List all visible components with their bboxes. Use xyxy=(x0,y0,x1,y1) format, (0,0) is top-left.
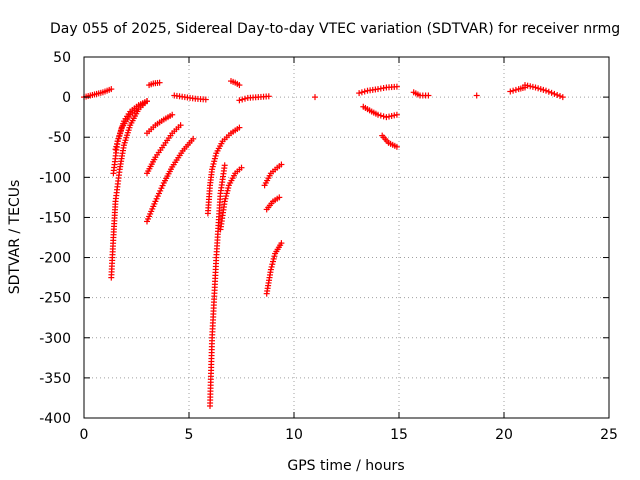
series-arc-t xyxy=(360,103,400,121)
series-arc-e xyxy=(146,79,163,89)
y-axis-label: SDTVAR / TECUs xyxy=(7,180,23,295)
y-tick-label: -350 xyxy=(39,371,71,387)
series-arc-y xyxy=(522,82,566,101)
y-tick-labels: 50 0 -50 -100 -150 -200 -250 -300 -350 -400 xyxy=(39,50,71,427)
series-arc-m xyxy=(228,78,243,89)
series-arc-w xyxy=(473,92,480,99)
series-arc-p xyxy=(263,194,283,213)
x-tick-label: 25 xyxy=(600,427,618,443)
series-arc-k xyxy=(204,124,243,217)
series-arc-u xyxy=(379,132,400,150)
data-points xyxy=(81,78,566,409)
y-tick-label: -150 xyxy=(39,210,71,226)
series-arc-x xyxy=(507,84,528,95)
x-axis-label: GPS time / hours xyxy=(287,458,404,474)
y-tick-label: -300 xyxy=(39,331,71,347)
axis-ticks xyxy=(83,56,610,419)
x-tick-labels: 0 5 10 15 20 25 xyxy=(80,427,618,443)
series-arc-j xyxy=(207,162,228,409)
series-arc-d xyxy=(112,98,150,153)
x-tick-label: 5 xyxy=(185,427,194,443)
x-tick-label: 15 xyxy=(390,427,408,443)
y-tick-label: -200 xyxy=(39,251,71,267)
chart-title: Day 055 of 2025, Sidereal Day-to-day VTE… xyxy=(50,21,620,37)
y-tick-label: -100 xyxy=(39,170,71,186)
series-arc-r xyxy=(312,94,318,101)
y-tick-label: -250 xyxy=(39,291,71,307)
series-arc-v xyxy=(410,89,432,99)
series-arc-l xyxy=(217,164,245,233)
y-tick-label: -50 xyxy=(48,130,71,146)
series-arc-q xyxy=(263,240,285,297)
series-arc-a xyxy=(81,86,115,101)
x-tick-label: 0 xyxy=(80,427,89,443)
series-arc-b xyxy=(108,98,150,281)
series-arc-i xyxy=(171,92,209,103)
series-arc-g xyxy=(144,122,184,177)
series-arc-o xyxy=(261,161,285,189)
series-arc-h xyxy=(144,111,176,137)
y-tick-label: -400 xyxy=(39,411,71,427)
y-tick-label: 0 xyxy=(62,90,71,106)
x-tick-label: 20 xyxy=(495,427,513,443)
x-tick-label: 10 xyxy=(285,427,303,443)
y-tick-label: 50 xyxy=(53,50,71,66)
series-arc-s xyxy=(356,83,400,97)
series-arc-n xyxy=(236,93,272,104)
plot-frame xyxy=(83,56,610,419)
gridlines xyxy=(84,57,609,418)
series-arc-f xyxy=(144,135,197,225)
